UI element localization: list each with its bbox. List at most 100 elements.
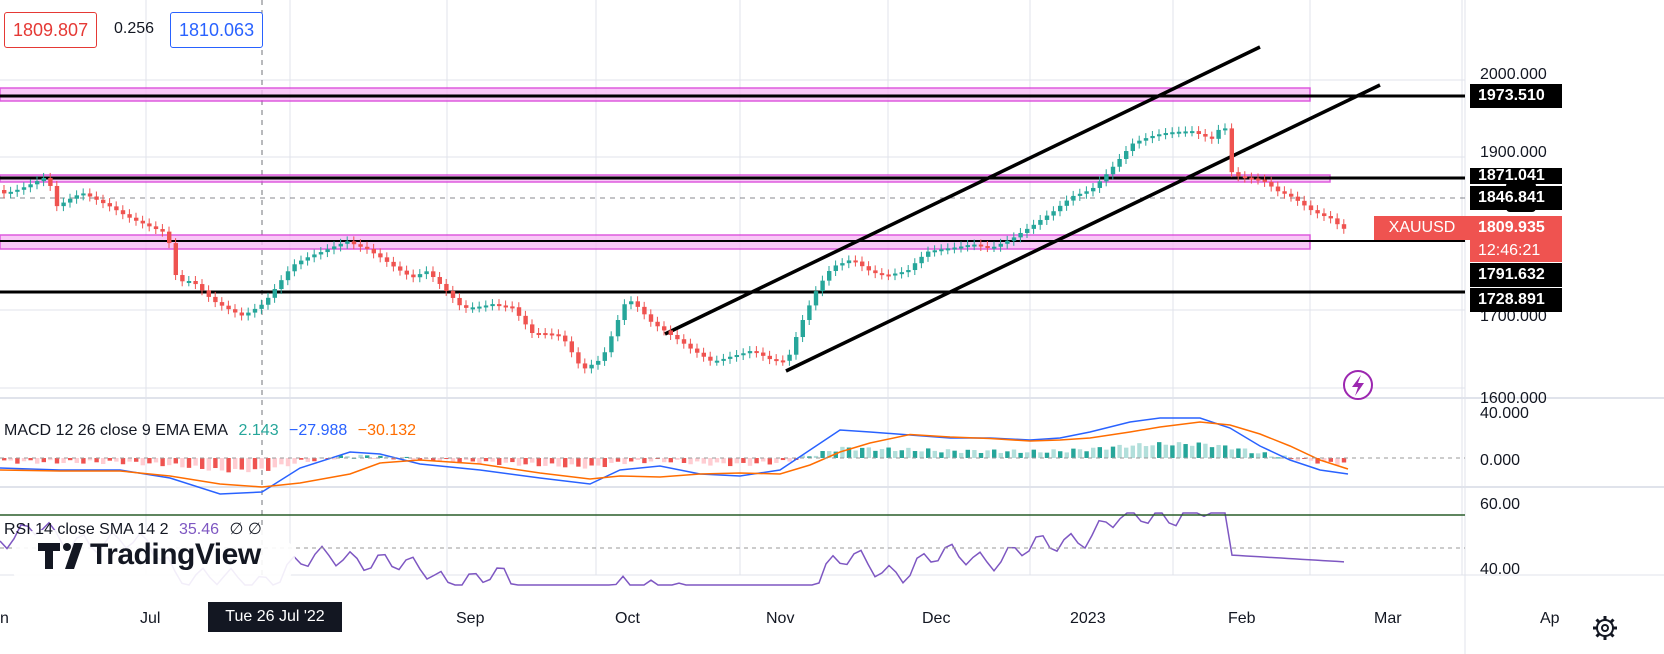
candle-body <box>827 271 832 281</box>
macd-histogram-bar <box>8 458 13 461</box>
candle-body <box>312 254 317 258</box>
candle-body <box>1124 151 1129 159</box>
candle-body <box>87 193 93 197</box>
macd-histogram-bar <box>160 458 165 467</box>
macd-histogram-bar <box>787 458 792 462</box>
candle-body <box>1236 172 1241 177</box>
macd-histogram-bar <box>266 458 271 471</box>
macd-histogram-bar <box>285 458 291 467</box>
candle-body <box>424 271 429 275</box>
candle-body <box>1269 181 1274 187</box>
candle-body <box>939 249 944 252</box>
candle-body <box>371 248 376 254</box>
candle-body <box>1130 143 1135 152</box>
macd-histogram-bar <box>173 458 178 464</box>
macd-histogram-bar <box>939 452 944 458</box>
candle-body <box>1335 218 1340 225</box>
macd-histogram-bar <box>952 450 957 458</box>
candle-body <box>365 246 370 249</box>
gear-icon[interactable] <box>1593 616 1617 640</box>
time-tick-sep: Sep <box>456 610 485 627</box>
rsi-legend[interactable]: RSI 14 close SMA 14 2 35.46 ∅ ∅ <box>4 519 268 539</box>
macd-histogram-bar <box>81 458 86 464</box>
macd-histogram-bar <box>358 454 363 458</box>
candle-body <box>536 333 541 336</box>
candle-body <box>985 246 990 249</box>
label-s2: 1728.891 <box>1470 288 1562 312</box>
macd-histogram-bar <box>510 458 515 463</box>
candle-body <box>411 274 416 278</box>
ask-price-box[interactable]: 1810.063 <box>170 12 264 48</box>
candle-body <box>160 229 165 232</box>
candle-body <box>1011 237 1017 241</box>
macd-histogram-bar <box>1157 442 1162 458</box>
candle-body <box>74 195 79 199</box>
candle-body <box>120 210 126 215</box>
candle-body <box>860 261 865 267</box>
candle-body <box>384 257 390 262</box>
candle-body <box>193 281 198 285</box>
label-crosshair: 1846.841 <box>1470 186 1562 210</box>
candle-body <box>246 312 251 316</box>
macd-histogram-bar <box>1341 458 1347 463</box>
candle-body <box>952 247 957 250</box>
macd-histogram-bar <box>959 452 964 458</box>
macd-histogram-bar <box>1322 458 1327 461</box>
candle-body <box>437 277 442 284</box>
candle-body <box>1005 240 1010 244</box>
channel-lines[interactable] <box>664 45 1381 373</box>
bid-price-box[interactable]: 1809.807 <box>4 12 98 48</box>
candle-body <box>563 335 568 342</box>
candle-body <box>602 352 607 361</box>
macd-histogram-bar <box>602 458 607 468</box>
macd-histogram-bar <box>530 458 535 463</box>
macd-histogram-bar <box>642 458 647 464</box>
macd-histogram-bar <box>1150 445 1155 458</box>
macd-histogram-bar <box>1269 456 1274 458</box>
time-tick-mar: Mar <box>1374 610 1402 627</box>
candle-body <box>345 241 350 244</box>
candle-body <box>259 304 264 309</box>
macd-histogram-bar <box>728 458 733 467</box>
time-tick-2023: 2023 <box>1070 610 1106 627</box>
macd-histogram-bar <box>365 455 370 458</box>
macd-histogram-bar <box>655 458 660 460</box>
rsi-legend-title: RSI 14 close SMA 14 2 <box>4 521 169 538</box>
macd-histogram-bar <box>114 458 119 462</box>
macd-histogram-bar <box>615 458 621 462</box>
macd-legend[interactable]: MACD 12 26 close 9 EMA EMA 2.143 −27.988… <box>4 422 422 440</box>
candle-body <box>767 355 772 360</box>
candle-body <box>1038 219 1043 225</box>
candle-body <box>464 305 469 308</box>
macd-histogram-bar <box>437 458 442 462</box>
macd-histogram-bar <box>252 458 258 470</box>
rsi-tick-40: 40.00 <box>1480 561 1521 578</box>
candle-body <box>35 181 40 185</box>
macd-histogram-bar <box>1137 443 1142 458</box>
candle-body <box>879 273 885 276</box>
macd-histogram-bar <box>840 446 845 458</box>
candle-body <box>200 284 205 291</box>
candle-body <box>615 320 621 337</box>
macd-histogram-bar <box>61 458 66 464</box>
macd-histogram-bar <box>1190 445 1195 458</box>
macd-line-value: −27.988 <box>289 422 348 439</box>
candle-body <box>681 339 687 344</box>
candle-body <box>1170 132 1175 135</box>
horizontal-levels[interactable] <box>0 94 1465 294</box>
candle-body <box>127 214 132 218</box>
candle-body <box>15 189 20 192</box>
macd-histogram-bar <box>1064 452 1069 458</box>
candle-body <box>391 261 396 267</box>
candle-body <box>576 352 581 364</box>
macd-histogram-bar <box>701 458 706 464</box>
candle-body <box>569 341 574 353</box>
label-r1: 1973.510 <box>1470 84 1562 108</box>
zone-rectangles[interactable] <box>0 87 1331 250</box>
candle-body <box>1196 131 1201 134</box>
macd-histogram-bar <box>477 458 482 465</box>
lightning-icon[interactable] <box>1343 370 1373 400</box>
tradingview-logo[interactable] <box>10 530 295 590</box>
rsi-tick-60: 60.00 <box>1480 496 1521 510</box>
